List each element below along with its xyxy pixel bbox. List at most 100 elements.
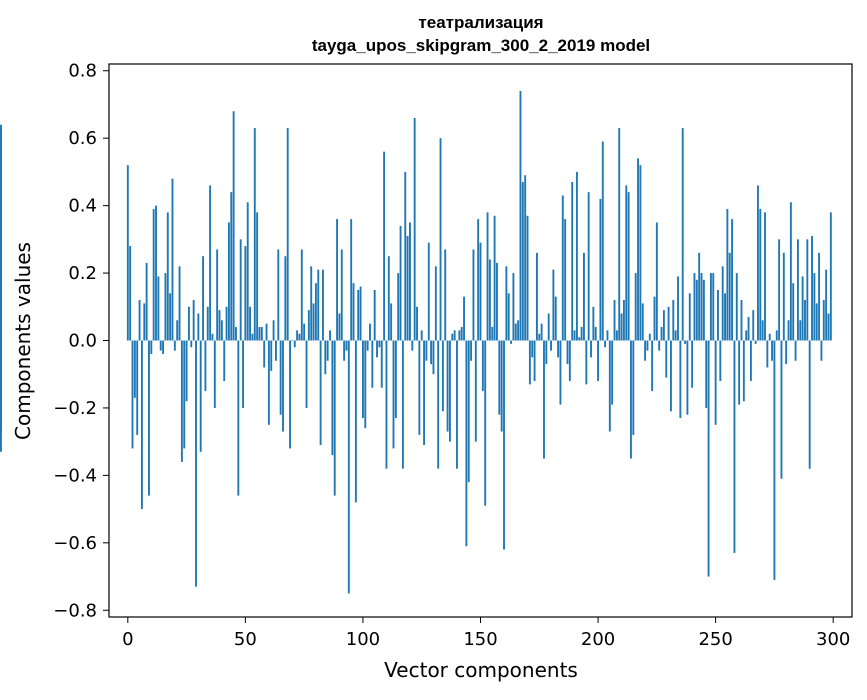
bar-215 xyxy=(632,340,635,435)
bar-69 xyxy=(289,340,291,449)
bar-144 xyxy=(465,340,468,547)
chart-title: театрализация xyxy=(418,13,543,32)
bar-101 xyxy=(364,340,367,429)
y-tick-label: −0.2 xyxy=(53,398,97,419)
bar-137 xyxy=(448,340,451,442)
bar-98 xyxy=(357,289,360,341)
bar-67 xyxy=(284,256,287,341)
bar-21 xyxy=(176,320,179,341)
bar-135 xyxy=(444,249,447,341)
bar-129 xyxy=(430,340,433,365)
bar-174 xyxy=(535,252,538,341)
bar-158 xyxy=(498,340,501,415)
bar-177 xyxy=(543,340,545,459)
bar-271 xyxy=(764,212,766,341)
bar-281 xyxy=(787,320,790,341)
bar-220 xyxy=(644,340,647,361)
bar-116 xyxy=(399,225,402,341)
bar-169 xyxy=(524,175,527,341)
bars-group xyxy=(0,90,832,594)
bar-202 xyxy=(601,141,604,341)
bar-82 xyxy=(319,340,322,446)
bar-279 xyxy=(782,252,785,341)
bar-196 xyxy=(587,192,590,341)
bar-28 xyxy=(192,300,195,341)
bar-122 xyxy=(413,117,416,341)
bar-186 xyxy=(564,219,567,341)
bar-26 xyxy=(188,306,190,341)
bar-16 xyxy=(164,273,167,341)
bar-23 xyxy=(180,340,183,462)
bar-97 xyxy=(354,340,357,503)
bar-197 xyxy=(590,340,592,358)
bar-58 xyxy=(263,340,266,368)
bar-218 xyxy=(639,165,642,341)
bar-252 xyxy=(719,340,722,381)
bar-260 xyxy=(738,340,741,405)
axis-ticks: 0 50 100 150 200 250 300 0.8 0.6 0.4 0.2 0.0 −0.2 −0.… xyxy=(53,61,850,650)
y-axis-label: Components values xyxy=(11,242,35,440)
bar-17 xyxy=(166,212,169,341)
bar-222 xyxy=(648,333,651,341)
bar-10 xyxy=(150,340,153,354)
bar-294 xyxy=(818,252,821,341)
bar-12 xyxy=(155,205,157,341)
bar-47 xyxy=(237,340,240,496)
bar-214 xyxy=(630,340,632,459)
bar-249 xyxy=(712,273,715,341)
bar-76 xyxy=(305,340,308,408)
bar-254 xyxy=(724,293,726,341)
bar-24 xyxy=(183,340,186,449)
bar-235 xyxy=(679,340,682,419)
bar-52 xyxy=(249,306,252,341)
bar-198 xyxy=(592,306,595,341)
bar-159 xyxy=(500,340,503,432)
bar-258 xyxy=(733,340,736,553)
bar-184 xyxy=(559,340,562,405)
bar-209 xyxy=(618,128,621,341)
bar-117 xyxy=(401,340,404,469)
bar-55 xyxy=(256,212,259,341)
bar-244 xyxy=(700,273,703,341)
bar-175 xyxy=(538,333,541,341)
bar-256 xyxy=(728,252,731,341)
bar-127 xyxy=(425,340,428,361)
bar-203 xyxy=(604,340,607,348)
bar-205 xyxy=(608,340,611,432)
x-axis-label: Vector components xyxy=(384,658,578,682)
bar-266 xyxy=(752,310,755,341)
bar-39 xyxy=(218,310,221,341)
bar-103 xyxy=(369,323,371,341)
bar-111 xyxy=(387,256,390,341)
bar-1 xyxy=(129,246,132,341)
bar-106 xyxy=(376,340,378,358)
bar-241 xyxy=(693,273,696,341)
bar-250 xyxy=(714,340,717,425)
bar-269 xyxy=(759,208,762,341)
bar-168 xyxy=(521,182,524,341)
x-tick-label: 200 xyxy=(581,629,615,650)
bar-65 xyxy=(279,340,282,415)
bar-96 xyxy=(352,283,355,341)
bar-208 xyxy=(615,330,618,341)
bar-181 xyxy=(552,269,555,341)
bar-149 xyxy=(477,219,480,341)
bar-251 xyxy=(717,289,719,341)
bar-61 xyxy=(270,340,273,371)
bar-51 xyxy=(246,202,249,341)
bar-280 xyxy=(785,340,788,365)
bar-42 xyxy=(225,306,228,341)
bar-25 xyxy=(185,340,188,402)
bar-187 xyxy=(566,340,569,365)
bar-224 xyxy=(653,296,656,341)
bar-11 xyxy=(152,208,155,341)
bar-182 xyxy=(554,296,557,341)
bar-246 xyxy=(705,340,708,408)
bar-157 xyxy=(496,262,498,341)
bar-95 xyxy=(350,219,353,341)
bar-132 xyxy=(437,340,440,469)
bar-84 xyxy=(324,340,327,375)
bar-195 xyxy=(585,340,588,385)
bar-247 xyxy=(707,340,710,577)
bar-115 xyxy=(397,273,400,341)
